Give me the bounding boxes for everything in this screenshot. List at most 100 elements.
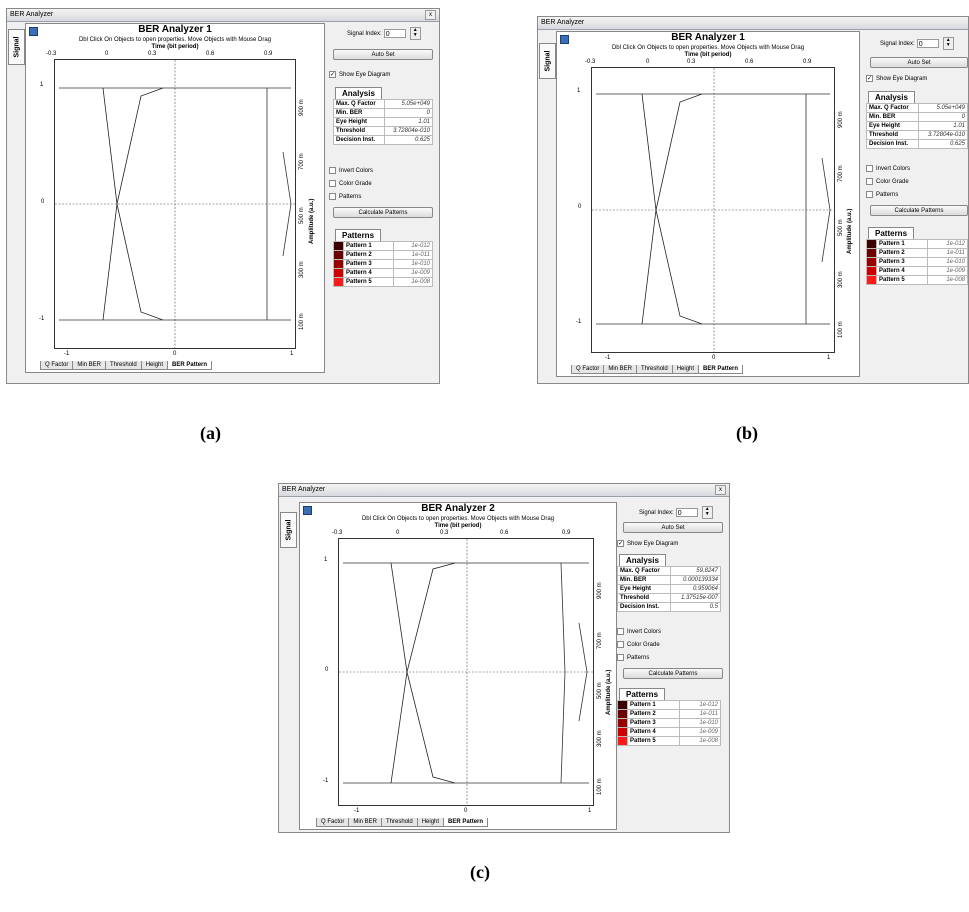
eye-diagram-plot[interactable]: BER Analyzer 1 Dbl Click On Objects to o… — [25, 23, 325, 373]
pattern-swatch — [866, 266, 877, 276]
signal-index-spinner[interactable]: ▲ ▼ — [409, 27, 421, 40]
analysis-value: 1.01 — [918, 121, 968, 131]
bottom-tab-bar: Q Factor Min BER Threshold Height BER Pa… — [571, 365, 744, 374]
pattern-name: Pattern 4 — [626, 727, 681, 737]
signal-index-spinner[interactable]: ▲ ▼ — [942, 37, 954, 50]
top-tick: 0.9 — [562, 530, 571, 536]
checkbox-icon[interactable] — [617, 628, 624, 635]
tab-min-ber[interactable]: Min BER — [348, 818, 383, 827]
left-tick: 1 — [40, 82, 44, 88]
checkbox-icon[interactable] — [866, 191, 873, 198]
pattern-value: 1e-008 — [927, 275, 968, 285]
top-tick: 0.9 — [803, 59, 812, 65]
analysis-value: 0.625 — [918, 139, 968, 149]
left-tick: 0 — [41, 199, 45, 205]
pattern-row: Pattern 3 1e-010 — [617, 718, 721, 728]
checkbox-icon[interactable] — [329, 180, 336, 187]
signal-index-spinner[interactable]: ▲ ▼ — [701, 506, 713, 519]
tab-q-factor[interactable]: Q Factor — [40, 361, 74, 370]
x-axis-label: Time (bit period) — [434, 523, 482, 529]
caption-c: (c) — [470, 862, 490, 882]
signal-index-input[interactable]: 0 — [675, 508, 698, 517]
tab-ber-pattern[interactable]: BER Pattern — [698, 365, 744, 374]
analysis-value: 3.72804e-010 — [384, 126, 433, 136]
checkbox-icon[interactable]: ✓ — [329, 71, 336, 78]
tab-threshold[interactable]: Threshold — [636, 365, 673, 374]
pattern-swatch — [617, 727, 628, 737]
signal-side-tab[interactable]: Signal — [8, 29, 25, 65]
pattern-name: Pattern 1 — [342, 241, 395, 251]
invert-colors-checkbox[interactable]: Invert Colors — [329, 167, 373, 174]
auto-set-button[interactable]: Auto Set — [333, 49, 433, 60]
plot-properties-icon[interactable] — [303, 506, 312, 515]
checkbox-icon[interactable] — [617, 641, 624, 648]
right-tick: 900 m — [597, 582, 603, 599]
analysis-table: Max. Q Factor 59.8247 Min. BER 0.000139334… — [616, 566, 721, 612]
tab-min-ber[interactable]: Min BER — [603, 365, 638, 374]
pattern-row: Pattern 2 1e-011 — [617, 709, 721, 719]
signal-side-tab[interactable]: Signal — [539, 43, 556, 79]
tab-min-ber[interactable]: Min BER — [72, 361, 107, 370]
top-tick: 0 — [105, 51, 109, 57]
plot-properties-icon[interactable] — [29, 27, 38, 36]
pattern-row: Pattern 4 1e-009 — [333, 268, 433, 278]
calculate-patterns-button[interactable]: Calculate Patterns — [870, 205, 968, 216]
close-button[interactable]: x — [425, 10, 436, 20]
eye-diagram-plot[interactable]: BER Analyzer 1 Dbl Click On Objects to o… — [556, 31, 860, 377]
signal-side-tab[interactable]: Signal — [280, 512, 297, 548]
analysis-value: 0 — [384, 108, 433, 118]
auto-set-button[interactable]: Auto Set — [870, 57, 968, 68]
close-button[interactable]: x — [715, 485, 726, 495]
invert-colors-checkbox[interactable]: Invert Colors — [866, 165, 910, 172]
invert-colors-label: Invert Colors — [876, 165, 911, 172]
patterns-checkbox[interactable]: Patterns — [617, 654, 649, 661]
calculate-patterns-button[interactable]: Calculate Patterns — [623, 668, 723, 679]
pattern-value: 1e-011 — [393, 250, 433, 260]
show-eye-diagram-checkbox[interactable]: ✓ Show Eye Diagram — [617, 540, 678, 547]
dbl-click-note: Dbl Click On Objects to open properties.… — [611, 45, 805, 51]
patterns-checkbox[interactable]: Patterns — [866, 191, 898, 198]
tab-height[interactable]: Height — [140, 361, 169, 370]
checkbox-icon[interactable] — [329, 167, 336, 174]
signal-index-input[interactable]: 0 — [383, 29, 406, 38]
tab-threshold[interactable]: Threshold — [105, 361, 142, 370]
signal-index-input[interactable]: 0 — [916, 39, 939, 48]
color-grade-checkbox[interactable]: Color Grade — [617, 641, 660, 648]
color-grade-checkbox[interactable]: Color Grade — [866, 178, 909, 185]
pattern-value: 1e-012 — [679, 700, 721, 710]
color-grade-checkbox[interactable]: Color Grade — [329, 180, 372, 187]
tab-q-factor[interactable]: Q Factor — [316, 818, 350, 827]
show-eye-diagram-checkbox[interactable]: ✓ Show Eye Diagram — [329, 71, 390, 78]
tab-ber-pattern[interactable]: BER Pattern — [443, 818, 489, 827]
tab-height[interactable]: Height — [416, 818, 445, 827]
checkbox-icon[interactable]: ✓ — [866, 75, 873, 82]
plot-properties-icon[interactable] — [560, 35, 569, 44]
tab-ber-pattern[interactable]: BER Pattern — [167, 361, 213, 370]
eye-diagram-svg — [339, 539, 593, 805]
eye-diagram-plot[interactable]: BER Analyzer 2 Dbl Click On Objects to o… — [299, 502, 617, 830]
checkbox-icon[interactable]: ✓ — [617, 540, 624, 547]
checkbox-icon[interactable] — [866, 178, 873, 185]
right-tick: 500 m — [838, 219, 844, 236]
analysis-key: Max. Q Factor — [616, 566, 672, 576]
pattern-swatch — [866, 257, 877, 267]
caption-a: (a) — [200, 423, 221, 443]
tab-threshold[interactable]: Threshold — [381, 818, 418, 827]
right-tick: 300 m — [597, 730, 603, 747]
patterns-checkbox[interactable]: Patterns — [329, 193, 361, 200]
checkbox-icon[interactable] — [866, 165, 873, 172]
checkbox-icon[interactable] — [617, 654, 624, 661]
tab-height[interactable]: Height — [671, 365, 700, 374]
plot-title: BER Analyzer 1 — [138, 24, 212, 35]
pattern-name: Pattern 5 — [342, 277, 395, 287]
calculate-patterns-button[interactable]: Calculate Patterns — [333, 207, 433, 218]
bottom-tick: 1 — [290, 351, 294, 357]
patterns-table: Pattern 1 1e-012 Pattern 2 1e-011 Pattern … — [866, 239, 968, 285]
auto-set-button[interactable]: Auto Set — [623, 522, 723, 533]
show-eye-diagram-checkbox[interactable]: ✓ Show Eye Diagram — [866, 75, 927, 82]
checkbox-icon[interactable] — [329, 193, 336, 200]
right-tick: 500 m — [299, 207, 305, 224]
eye-diagram-svg — [592, 68, 834, 352]
invert-colors-checkbox[interactable]: Invert Colors — [617, 628, 661, 635]
tab-q-factor[interactable]: Q Factor — [571, 365, 605, 374]
